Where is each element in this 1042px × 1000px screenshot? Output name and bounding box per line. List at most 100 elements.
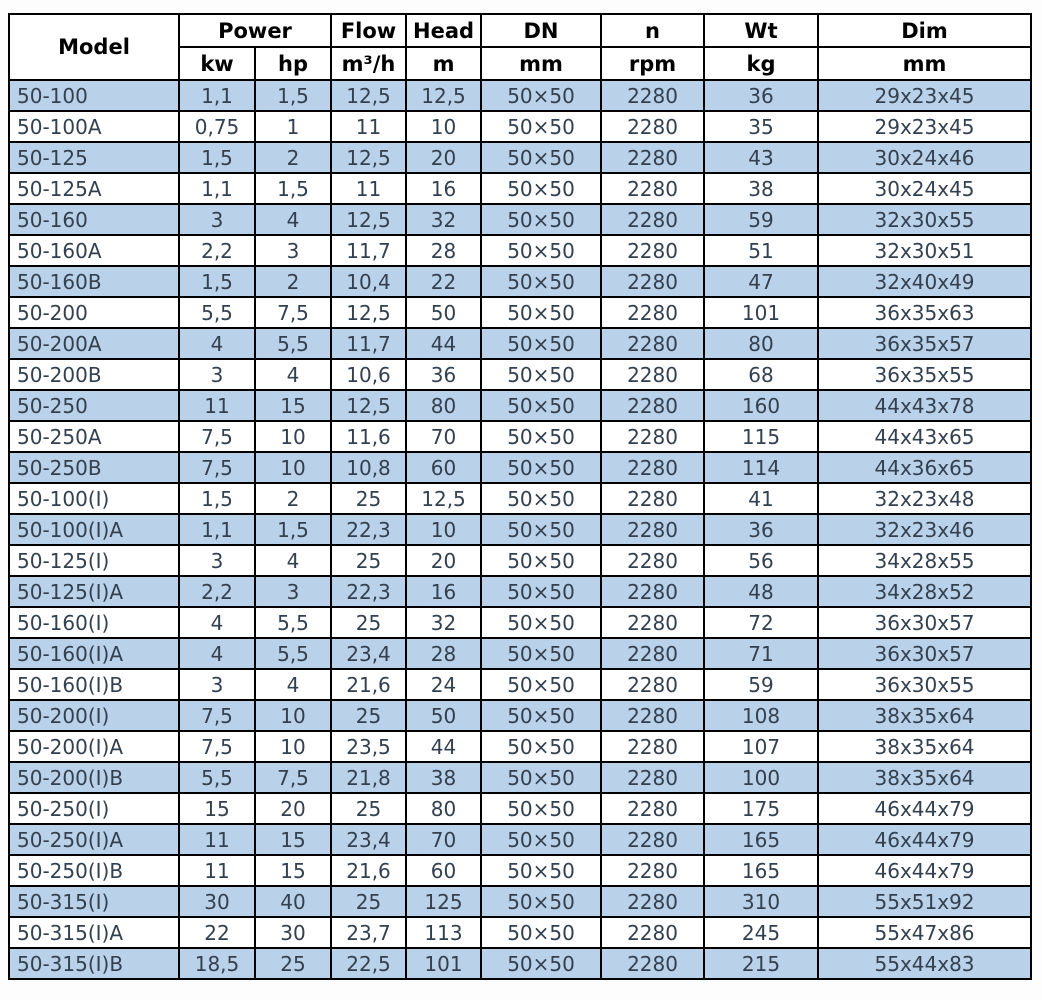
cell-head: 60 — [405, 854, 483, 887]
table-row: 50-100A 0,75 1 11 10 50×50 2280 35 29x23x45 — [8, 110, 1033, 143]
table-row: 50-125 1,5 2 12,5 20 50×50 2280 43 30x24x46 — [8, 141, 1033, 174]
cell-kw: 7,5 — [178, 730, 256, 763]
table-body: 50-100 1,1 1,5 12,5 12,5 50×50 2280 36 29x23x45 5… — [8, 79, 1033, 980]
table-row: 50-160B 1,5 2 10,4 22 50×50 2280 47 32x40x49 — [8, 265, 1033, 298]
header-row-2: kw hp m³/h m mm rpm kg mm — [9, 46, 1033, 81]
cell-dn: 50×50 — [480, 885, 603, 918]
cell-model: 50-315(I) — [8, 885, 180, 918]
cell-kw: 2,2 — [178, 575, 256, 608]
cell-dn: 50×50 — [480, 358, 603, 391]
cell-n: 2280 — [600, 761, 706, 794]
table-row: 50-160(I)A 4 5,5 23,4 28 50×50 2280 71 36x30x57 — [8, 637, 1033, 670]
cell-wt: 115 — [703, 420, 820, 453]
cell-model: 50-125(I)A — [8, 575, 180, 608]
header-flow: Flow — [330, 13, 408, 48]
cell-model: 50-100 — [8, 79, 180, 112]
cell-dn: 50×50 — [480, 172, 603, 205]
cell-hp: 4 — [253, 544, 333, 577]
cell-dn: 50×50 — [480, 451, 603, 484]
cell-dim: 32x23x48 — [817, 482, 1033, 515]
cell-hp: 2 — [253, 482, 333, 515]
cell-dn: 50×50 — [480, 575, 603, 608]
header-row-1: Model Power Flow Head DN n Wt Dim — [8, 13, 1033, 81]
cell-dn: 50×50 — [480, 544, 603, 577]
table-row: 50-250(I) 15 20 25 80 50×50 2280 175 46x44x79 — [8, 792, 1033, 825]
cell-flow: 11 — [330, 172, 408, 205]
cell-flow: 21,8 — [330, 761, 408, 794]
cell-flow: 21,6 — [330, 668, 408, 701]
cell-head: 80 — [405, 389, 483, 422]
cell-kw: 1,1 — [178, 79, 256, 112]
table-row: 50-200A 4 5,5 11,7 44 50×50 2280 80 36x35x57 — [8, 327, 1033, 360]
cell-flow: 11,7 — [330, 327, 408, 360]
cell-hp: 15 — [253, 823, 333, 856]
cell-dim: 38x35x64 — [817, 699, 1033, 732]
cell-dim: 34x28x55 — [817, 544, 1033, 577]
header-head-unit: m — [405, 46, 483, 81]
cell-hp: 4 — [253, 203, 333, 236]
cell-dim: 36x35x57 — [817, 327, 1033, 360]
cell-hp: 7,5 — [253, 761, 333, 794]
header-power: Power — [177, 13, 333, 48]
cell-dim: 32x30x51 — [817, 234, 1033, 267]
cell-head: 12,5 — [405, 79, 483, 112]
cell-kw: 3 — [178, 358, 256, 391]
cell-flow: 25 — [330, 482, 408, 515]
cell-flow: 23,4 — [330, 637, 408, 670]
cell-n: 2280 — [600, 327, 706, 360]
cell-dim: 36x30x57 — [817, 637, 1033, 670]
cell-head: 101 — [405, 947, 483, 980]
cell-dn: 50×50 — [480, 823, 603, 856]
cell-kw: 4 — [178, 637, 256, 670]
cell-head: 44 — [405, 730, 483, 763]
table-row: 50-160(I) 4 5,5 25 32 50×50 2280 72 36x30x57 — [8, 606, 1033, 639]
cell-model: 50-200(I)A — [8, 730, 180, 763]
table-row: 50-250A 7,5 10 11,6 70 50×50 2280 115 44x43x65 — [8, 420, 1033, 453]
cell-head: 28 — [405, 234, 483, 267]
cell-dim: 32x30x55 — [817, 203, 1033, 236]
cell-flow: 22,3 — [330, 513, 408, 546]
cell-head: 113 — [405, 916, 483, 949]
cell-n: 2280 — [600, 79, 706, 112]
cell-model: 50-125(I) — [8, 544, 180, 577]
cell-model: 50-200 — [8, 296, 180, 329]
cell-kw: 5,5 — [178, 761, 256, 794]
cell-n: 2280 — [600, 358, 706, 391]
cell-n: 2280 — [600, 947, 706, 980]
cell-wt: 71 — [703, 637, 820, 670]
cell-flow: 25 — [330, 792, 408, 825]
cell-kw: 11 — [178, 854, 256, 887]
cell-model: 50-125 — [8, 141, 180, 174]
cell-head: 28 — [405, 637, 483, 670]
cell-kw: 4 — [178, 327, 256, 360]
cell-dn: 50×50 — [480, 234, 603, 267]
cell-kw: 7,5 — [178, 420, 256, 453]
cell-hp: 10 — [253, 420, 333, 453]
cell-n: 2280 — [600, 730, 706, 763]
cell-hp: 20 — [253, 792, 333, 825]
cell-dim: 36x30x55 — [817, 668, 1033, 701]
header-power-hp: hp — [253, 46, 333, 81]
cell-hp: 2 — [253, 141, 333, 174]
cell-wt: 59 — [703, 668, 820, 701]
cell-wt: 56 — [703, 544, 820, 577]
cell-kw: 15 — [178, 792, 256, 825]
cell-dn: 50×50 — [480, 327, 603, 360]
cell-model: 50-250(I) — [8, 792, 180, 825]
cell-kw: 3 — [178, 668, 256, 701]
cell-head: 70 — [405, 823, 483, 856]
cell-hp: 1 — [253, 110, 333, 143]
header-dim: Dim — [817, 13, 1033, 48]
cell-flow: 12,5 — [330, 79, 408, 112]
cell-flow: 10,6 — [330, 358, 408, 391]
cell-hp: 1,5 — [253, 513, 333, 546]
cell-n: 2280 — [600, 296, 706, 329]
cell-wt: 35 — [703, 110, 820, 143]
cell-kw: 2,2 — [178, 234, 256, 267]
table-row: 50-125(I)A 2,2 3 22,3 16 50×50 2280 48 34x28x52 — [8, 575, 1033, 608]
cell-model: 50-200(I) — [8, 699, 180, 732]
cell-n: 2280 — [600, 823, 706, 856]
header-dim-unit: mm — [817, 46, 1033, 81]
cell-flow: 12,5 — [330, 296, 408, 329]
